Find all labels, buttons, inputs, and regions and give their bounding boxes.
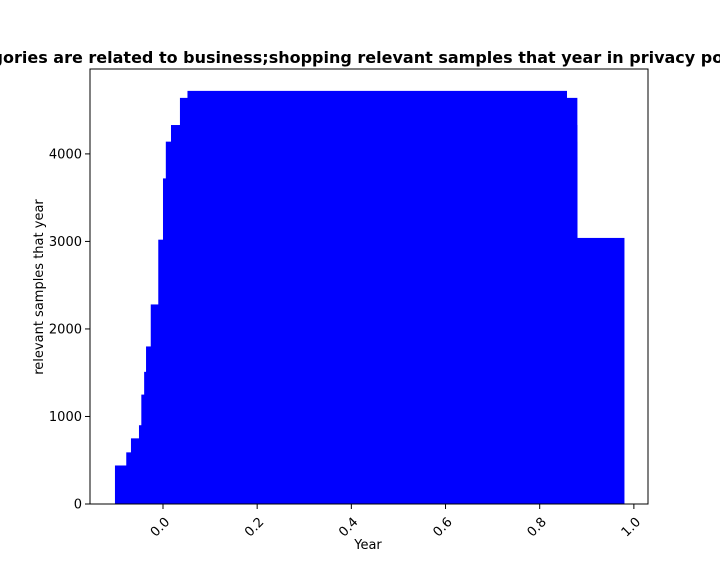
x-tick-label: 0.0 (148, 515, 173, 540)
x-tick-label: 0.2 (242, 515, 267, 540)
plot-frame (89, 68, 649, 505)
y-tick-label: 2000 (49, 322, 82, 337)
chart-title: Categories are related to business;shopp… (0, 48, 720, 67)
y-axis-label: relevant samples that year (32, 199, 47, 375)
y-tick-label: 0 (74, 498, 82, 513)
bar-15 (577, 237, 625, 505)
x-tick-label: 0.6 (430, 515, 455, 540)
x-tick-label: 0.4 (336, 515, 361, 540)
bars-group (114, 90, 625, 505)
x-tick-label: 1.0 (619, 515, 644, 540)
x-tick-label: 0.8 (525, 515, 550, 540)
y-axis-ticks: 0 1000 2000 3000 4000 (49, 147, 90, 513)
bar-14 (567, 157, 578, 505)
y-tick-label: 1000 (49, 410, 82, 425)
y-tick-label: 4000 (49, 147, 82, 162)
y-tick-label: 3000 (49, 235, 82, 250)
x-axis-label: Year (353, 538, 382, 553)
bar-13 (187, 90, 568, 504)
x-axis-ticks: 0.0 0.2 0.4 0.6 0.8 1.0 (148, 504, 644, 540)
